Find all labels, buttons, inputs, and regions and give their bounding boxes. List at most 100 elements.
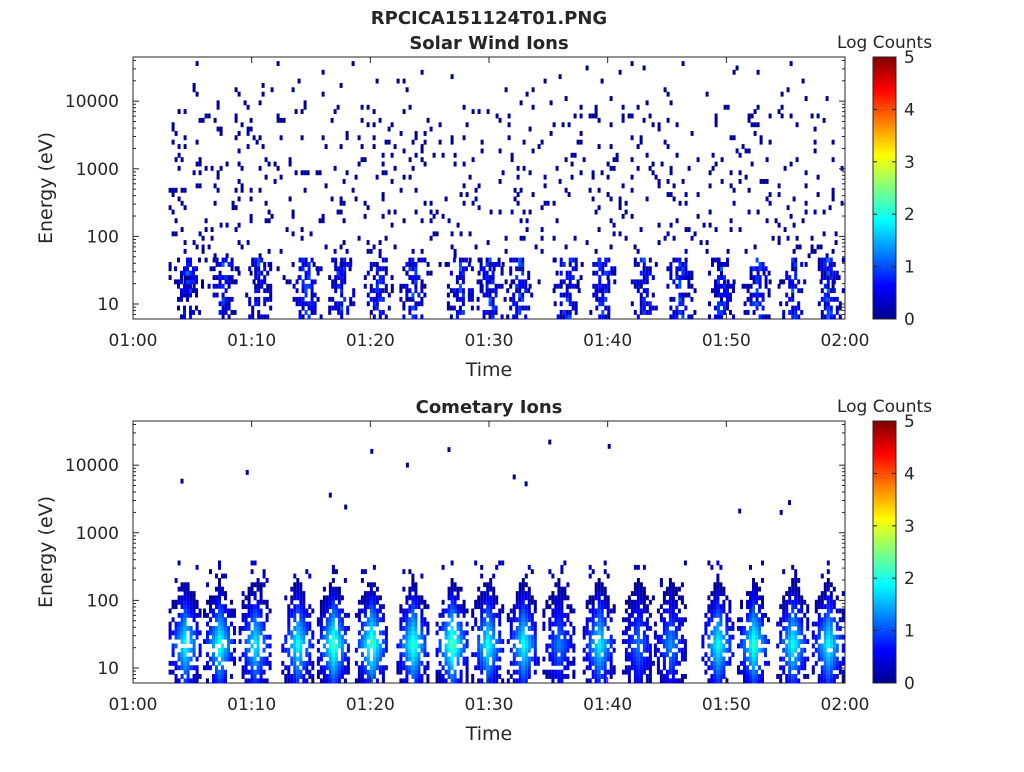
heatmap-cell bbox=[334, 262, 338, 267]
heatmap-cell bbox=[363, 595, 367, 601]
heatmap-cell bbox=[456, 626, 460, 631]
colorbar-tick-label: 0 bbox=[904, 674, 915, 694]
heatmap-cell bbox=[224, 591, 227, 596]
heatmap-cell bbox=[825, 96, 829, 101]
heatmap-cell bbox=[752, 678, 755, 684]
heatmap-cell bbox=[206, 612, 209, 618]
heatmap-cell bbox=[565, 288, 569, 294]
heatmap-cell bbox=[782, 599, 786, 605]
heatmap-cell bbox=[530, 639, 534, 644]
heatmap-cell bbox=[281, 643, 285, 649]
heatmap-cell bbox=[224, 305, 228, 311]
heatmap-cell bbox=[594, 586, 598, 592]
heatmap-cell bbox=[423, 652, 427, 658]
heatmap-cell bbox=[336, 209, 340, 215]
heatmap-cell bbox=[521, 639, 525, 644]
heatmap-cell bbox=[737, 643, 740, 649]
heatmap-cell bbox=[826, 314, 830, 320]
heatmap-cell bbox=[551, 612, 555, 618]
heatmap-cell bbox=[551, 630, 555, 636]
heatmap-cell bbox=[627, 604, 631, 610]
heatmap-cell bbox=[189, 310, 192, 315]
heatmap-cell bbox=[221, 612, 224, 618]
heatmap-cell bbox=[253, 660, 257, 666]
heatmap-cell bbox=[423, 200, 427, 206]
heatmap-cell bbox=[479, 283, 483, 289]
heatmap-cell bbox=[782, 608, 786, 614]
heatmap-cell bbox=[666, 192, 670, 197]
heatmap-cell bbox=[600, 170, 604, 176]
heatmap-cell bbox=[264, 174, 268, 180]
heatmap-cell bbox=[218, 647, 221, 653]
heatmap-cell bbox=[794, 660, 798, 666]
heatmap-cell bbox=[453, 639, 457, 644]
heatmap-cell bbox=[752, 612, 755, 618]
heatmap-cell bbox=[826, 626, 830, 631]
heatmap-cell bbox=[696, 213, 700, 219]
heatmap-cell bbox=[591, 669, 595, 675]
heatmap-cell bbox=[814, 660, 818, 666]
heatmap-cell bbox=[402, 665, 406, 671]
heatmap-cell bbox=[811, 621, 815, 627]
heatmap-cell bbox=[782, 617, 786, 623]
heatmap-cell bbox=[645, 665, 649, 671]
heatmap-cell bbox=[785, 591, 789, 596]
heatmap-cell bbox=[668, 669, 672, 675]
heatmap-cell bbox=[714, 257, 717, 263]
colorbar-tick-label: 2 bbox=[904, 569, 915, 589]
heatmap-cell bbox=[171, 652, 175, 658]
heatmap-cell bbox=[423, 617, 427, 623]
heatmap-cell bbox=[633, 599, 637, 605]
heatmap-cell bbox=[408, 257, 412, 263]
heatmap-cell bbox=[461, 301, 465, 307]
heatmap-cell bbox=[485, 292, 489, 298]
heatmap-cell bbox=[568, 262, 572, 267]
heatmap-cell bbox=[639, 283, 643, 289]
heatmap-cell bbox=[509, 660, 513, 666]
heatmap-cell bbox=[444, 262, 448, 267]
heatmap-cell bbox=[411, 296, 415, 302]
heatmap-cell bbox=[192, 643, 196, 649]
heatmap-cell bbox=[186, 604, 190, 610]
heatmap-cell bbox=[310, 296, 314, 302]
heatmap-cell bbox=[597, 586, 601, 592]
heatmap-cell bbox=[256, 678, 260, 684]
heatmap-cell bbox=[378, 275, 382, 280]
heatmap-cell bbox=[675, 152, 679, 158]
heatmap-cell bbox=[204, 165, 208, 171]
heatmap-cell bbox=[826, 296, 830, 302]
heatmap-cell bbox=[528, 126, 532, 132]
heatmap-cell bbox=[489, 612, 493, 618]
heatmap-cell bbox=[533, 599, 537, 605]
heatmap-cell bbox=[459, 639, 463, 644]
heatmap-cell bbox=[441, 652, 445, 658]
heatmap-cell bbox=[186, 275, 189, 280]
heatmap-cell bbox=[516, 165, 520, 171]
heatmap-cell bbox=[530, 569, 534, 575]
heatmap-cell bbox=[665, 669, 669, 675]
heatmap-cell bbox=[227, 275, 231, 280]
heatmap-cell bbox=[224, 288, 228, 294]
heatmap-cell bbox=[330, 196, 334, 202]
heatmap-cell bbox=[485, 262, 489, 267]
heatmap-cell bbox=[177, 144, 181, 149]
heatmap-cell bbox=[752, 608, 755, 614]
heatmap-cell bbox=[621, 669, 625, 675]
heatmap-cell bbox=[171, 209, 175, 215]
heatmap-cell bbox=[381, 310, 385, 315]
heatmap-cell bbox=[510, 209, 514, 215]
heatmap-cell bbox=[656, 634, 660, 640]
heatmap-cell bbox=[524, 660, 528, 666]
heatmap-cell bbox=[405, 270, 409, 276]
heatmap-cell bbox=[823, 669, 827, 675]
heatmap-cell bbox=[180, 586, 184, 592]
heatmap-cell bbox=[820, 621, 824, 627]
heatmap-cell bbox=[681, 179, 685, 184]
heatmap-cell bbox=[832, 262, 836, 267]
heatmap-cell bbox=[674, 630, 678, 636]
heatmap-cell bbox=[648, 674, 652, 679]
heatmap-cell bbox=[533, 652, 537, 658]
heatmap-cell bbox=[346, 647, 350, 653]
heatmap-cell bbox=[533, 604, 537, 610]
heatmap-cell bbox=[826, 569, 830, 575]
